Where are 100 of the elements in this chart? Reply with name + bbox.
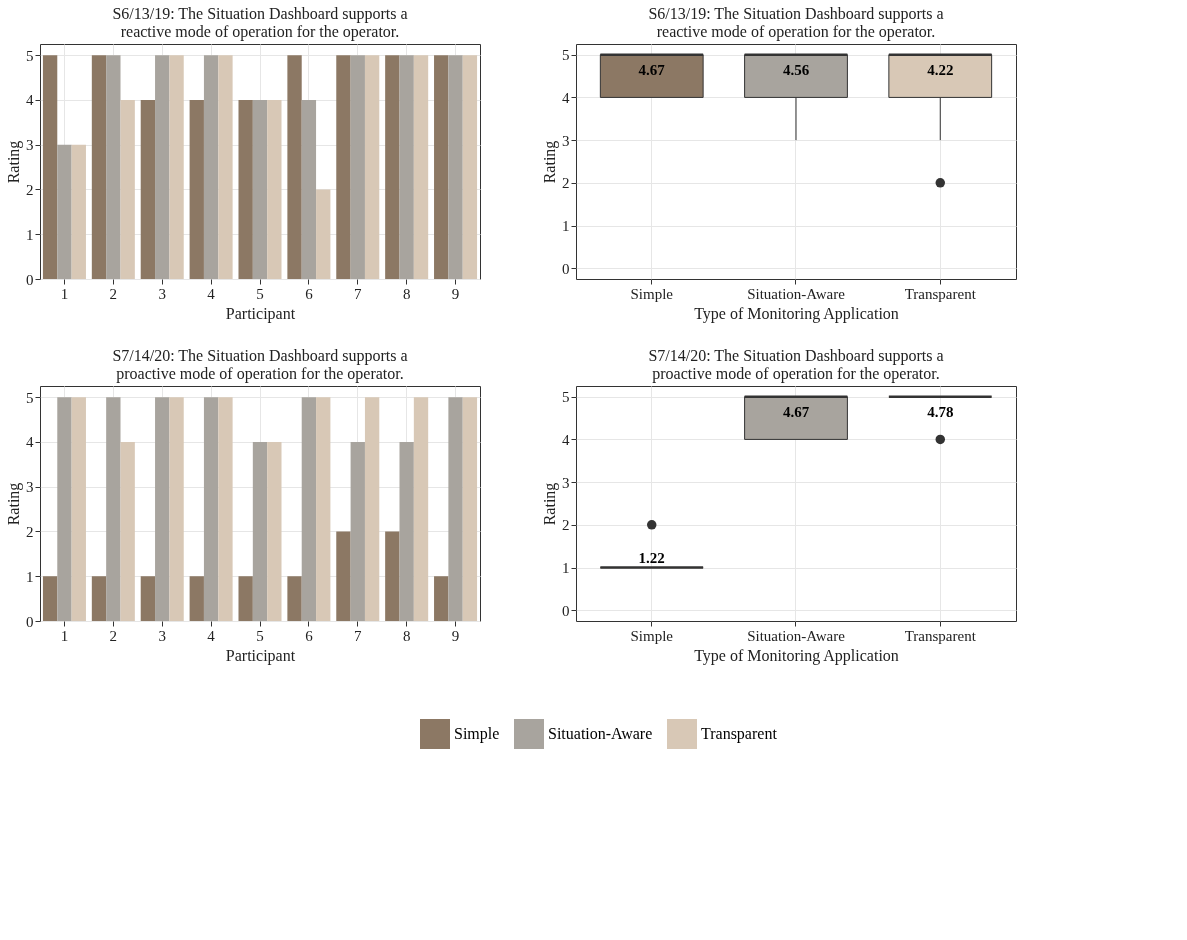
y-tick-label: 4 bbox=[562, 431, 570, 448]
bar bbox=[120, 441, 135, 621]
y-tick-label: 3 bbox=[26, 137, 34, 154]
x-axis-title: Participant bbox=[225, 646, 296, 665]
bar bbox=[448, 397, 463, 621]
y-tick-label: 0 bbox=[562, 260, 570, 277]
bar bbox=[203, 55, 219, 279]
y-tick-label: 1 bbox=[562, 560, 570, 577]
y-tick-label: 0 bbox=[26, 613, 34, 630]
bar bbox=[413, 55, 429, 279]
bar bbox=[120, 99, 135, 279]
y-tick-label: 4 bbox=[26, 434, 34, 451]
x-tick-label: 2 bbox=[109, 285, 118, 302]
x-tick-label: 8 bbox=[402, 627, 411, 644]
x-tick-label: 6 bbox=[305, 285, 314, 302]
bar bbox=[106, 397, 121, 621]
bar bbox=[364, 55, 380, 279]
bar bbox=[155, 397, 170, 621]
bar bbox=[91, 55, 107, 279]
y-tick-label: 5 bbox=[562, 47, 570, 64]
bar bbox=[316, 397, 331, 621]
chart-title: S6/13/19: The Situation Dashboard supports a reactive mode of operation for the operator. bbox=[112, 5, 408, 41]
bar bbox=[71, 397, 86, 621]
x-tick-label: Situation-Aware bbox=[747, 285, 846, 302]
bar bbox=[336, 55, 351, 279]
legend-label: Transparent bbox=[701, 725, 778, 743]
bar bbox=[301, 397, 317, 621]
y-tick-label: 2 bbox=[26, 181, 34, 198]
chart-title: S7/14/20: The Situation Dashboard supports a proactive mode of operation for the operator. bbox=[112, 347, 408, 383]
bar bbox=[316, 189, 331, 279]
y-tick-label: 0 bbox=[562, 602, 570, 619]
x-tick-label: 2 bbox=[109, 627, 118, 644]
legend-label: Simple bbox=[454, 725, 500, 743]
y-tick-label: 2 bbox=[26, 523, 34, 540]
x-tick-label: 4 bbox=[207, 627, 216, 644]
x-axis-title: Type of Monitoring Application bbox=[694, 304, 899, 323]
y-tick-label: 1 bbox=[26, 568, 34, 585]
bar bbox=[42, 576, 58, 621]
x-tick-label: 7 bbox=[354, 285, 363, 302]
bar bbox=[399, 55, 414, 279]
x-tick-label: 8 bbox=[402, 285, 411, 302]
y-tick-label: 3 bbox=[26, 479, 34, 496]
y-tick-label: 5 bbox=[26, 47, 34, 64]
y-axis-title: Rating bbox=[541, 482, 559, 526]
bar bbox=[364, 397, 380, 621]
bar bbox=[218, 55, 233, 279]
annotation: 4.67 bbox=[638, 61, 666, 78]
x-axis-title: Type of Monitoring Application bbox=[694, 646, 899, 665]
bar bbox=[238, 99, 253, 279]
x-tick-label: 1 bbox=[60, 285, 69, 302]
annotation: 4.78 bbox=[927, 403, 954, 420]
annotation: 4.67 bbox=[782, 403, 810, 420]
x-tick-label: 4 bbox=[207, 285, 216, 302]
y-tick-label: 5 bbox=[562, 389, 570, 406]
bar bbox=[287, 576, 302, 621]
bar bbox=[189, 99, 204, 279]
bar bbox=[350, 441, 365, 621]
y-tick-label: 3 bbox=[562, 474, 570, 491]
x-tick-label: 1 bbox=[60, 627, 69, 644]
y-tick-label: 1 bbox=[562, 218, 570, 235]
x-tick-label: 3 bbox=[158, 285, 166, 302]
bar bbox=[301, 99, 317, 279]
bar bbox=[385, 531, 400, 621]
x-tick-label: 6 bbox=[305, 627, 314, 644]
bar bbox=[462, 397, 478, 621]
x-tick-label: 5 bbox=[256, 285, 264, 302]
bar bbox=[336, 531, 351, 621]
bar bbox=[42, 55, 58, 279]
y-tick-label: 0 bbox=[26, 271, 34, 288]
bar bbox=[350, 55, 365, 279]
x-tick-label: Transparent bbox=[904, 627, 977, 644]
chart-title: S6/13/19: The Situation Dashboard supports a reactive mode of operation for the operator. bbox=[648, 5, 944, 41]
y-tick-label: 1 bbox=[26, 226, 34, 243]
bar bbox=[203, 397, 219, 621]
bar bbox=[106, 55, 121, 279]
y-tick-label: 2 bbox=[562, 517, 570, 534]
bar bbox=[91, 576, 107, 621]
bar bbox=[140, 576, 156, 621]
bar bbox=[434, 55, 449, 279]
bar bbox=[287, 55, 302, 279]
bar bbox=[267, 99, 282, 279]
legend-label: Situation-Aware bbox=[548, 725, 653, 742]
y-axis-title: Rating bbox=[5, 482, 23, 526]
bar bbox=[267, 441, 282, 621]
bar bbox=[413, 397, 429, 621]
bar bbox=[399, 441, 414, 621]
bar bbox=[57, 144, 72, 279]
bar bbox=[252, 441, 268, 621]
bar bbox=[169, 55, 184, 279]
x-tick-label: Simple bbox=[630, 627, 674, 644]
bar bbox=[140, 99, 156, 279]
bar bbox=[462, 55, 478, 279]
bar bbox=[448, 55, 463, 279]
x-tick-label: Simple bbox=[630, 285, 674, 302]
annotation: 4.22 bbox=[927, 61, 954, 78]
bar bbox=[218, 397, 233, 621]
x-tick-label: Transparent bbox=[904, 285, 977, 302]
bar bbox=[238, 576, 253, 621]
y-tick-label: 4 bbox=[562, 89, 570, 106]
x-tick-label: 9 bbox=[451, 285, 460, 302]
